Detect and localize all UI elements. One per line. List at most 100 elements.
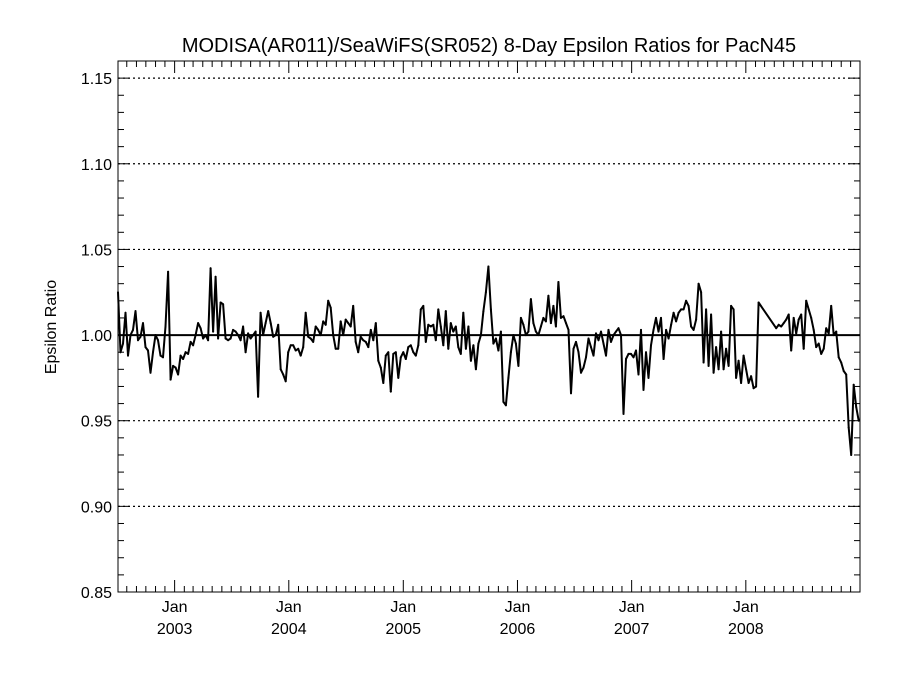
data-point: [172, 364, 175, 367]
data-point: [122, 342, 124, 345]
data-point: [667, 337, 670, 340]
data-point: [740, 382, 743, 384]
data-point: [832, 334, 835, 337]
x-tick-label-month: Jan: [733, 599, 759, 616]
data-point: [182, 358, 185, 360]
x-tick-label-year: 2003: [157, 621, 193, 638]
data-point: [622, 412, 625, 415]
data-point: [742, 354, 745, 357]
data-point: [157, 339, 159, 342]
data-point: [334, 347, 337, 350]
data-point: [775, 327, 778, 330]
data-point: [177, 373, 180, 376]
data-point: [192, 344, 195, 347]
data-point: [494, 337, 497, 340]
data-point: [487, 265, 490, 268]
data-point: [722, 368, 725, 371]
data-point: [399, 356, 402, 359]
data-point: [422, 304, 425, 307]
data-point: [297, 347, 300, 350]
data-point: [660, 316, 662, 319]
data-point: [825, 327, 828, 330]
data-point: [457, 346, 460, 349]
data-point: [127, 354, 129, 357]
data-point: [152, 351, 154, 354]
data-point: [139, 335, 142, 338]
data-point: [572, 347, 575, 350]
data-point: [810, 316, 813, 319]
data-point: [565, 322, 567, 325]
data-point: [244, 351, 247, 354]
data-point: [590, 346, 592, 349]
data-point: [409, 344, 412, 347]
data-point: [387, 351, 390, 354]
data-point: [710, 313, 713, 316]
data-point: [397, 376, 400, 379]
x-tick-label-year: 2008: [728, 621, 764, 638]
data-point: [635, 349, 637, 352]
data-point: [364, 340, 367, 343]
y-tick-label: 1.00: [81, 328, 112, 345]
data-point: [507, 376, 510, 379]
data-point: [730, 304, 733, 307]
data-point: [537, 334, 540, 337]
data-point: [547, 294, 550, 297]
data-point: [464, 347, 467, 350]
data-point: [640, 328, 642, 331]
data-point: [562, 315, 565, 318]
data-point: [467, 325, 470, 328]
data-point: [637, 373, 640, 376]
data-point: [417, 344, 420, 347]
data-point: [452, 330, 455, 333]
data-point: [707, 364, 710, 367]
data-point: [682, 308, 685, 311]
data-point: [552, 304, 555, 307]
data-point: [374, 322, 377, 325]
data-point: [329, 306, 332, 309]
data-point: [820, 352, 823, 355]
data-point: [149, 371, 152, 374]
data-point: [199, 327, 202, 330]
data-point: [785, 318, 788, 321]
data-point: [169, 378, 172, 381]
data-point: [690, 325, 693, 328]
data-point: [432, 323, 435, 326]
data-point: [620, 334, 622, 337]
axis-ticks: [118, 61, 860, 593]
data-point: [557, 281, 560, 283]
data-point: [479, 334, 482, 337]
data-point: [712, 371, 715, 374]
data-point: [347, 322, 350, 325]
data-point: [402, 351, 405, 354]
data-point: [702, 361, 705, 364]
plot-frame: [117, 60, 861, 593]
data-point: [389, 390, 392, 393]
data-point: [407, 346, 410, 349]
data-point: [514, 342, 517, 345]
data-point: [847, 426, 850, 429]
x-tick-label-year: 2007: [614, 621, 650, 638]
data-point: [677, 311, 680, 314]
data-point: [845, 373, 848, 376]
data-point: [287, 351, 290, 354]
data-point: [367, 346, 370, 349]
data-point: [262, 334, 265, 337]
series-layer: [117, 265, 860, 456]
data-point: [697, 282, 700, 285]
data-point: [379, 366, 382, 369]
data-point: [369, 328, 372, 331]
data-point: [670, 323, 673, 326]
data-point: [797, 318, 800, 321]
data-point: [259, 311, 262, 314]
data-point: [800, 313, 803, 316]
data-point: [652, 328, 655, 331]
data-point: [194, 334, 197, 337]
data-point: [424, 340, 427, 343]
data-point: [534, 330, 537, 333]
data-point: [292, 344, 295, 347]
data-point: [497, 349, 500, 352]
data-point: [595, 332, 597, 335]
data-point: [214, 275, 217, 278]
data-point: [570, 392, 572, 395]
